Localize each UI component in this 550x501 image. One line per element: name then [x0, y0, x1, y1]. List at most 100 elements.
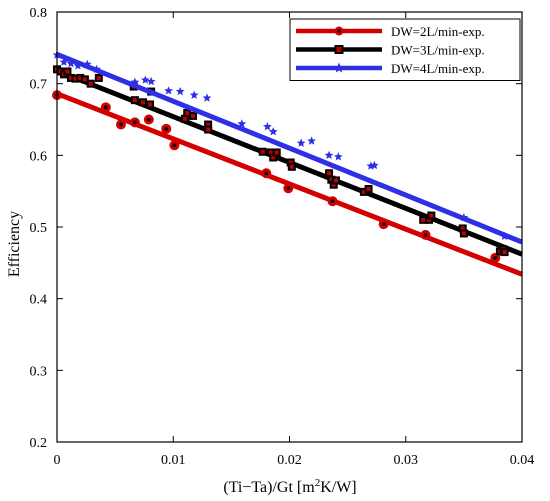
y-tick-label-6: 0.7 [30, 78, 48, 93]
series-1 [52, 90, 523, 277]
series-1-point-3-core [119, 122, 123, 127]
series-2-point-36-core [460, 226, 465, 231]
series-3-point-15 [263, 122, 272, 131]
series-3-point-10 [164, 86, 173, 95]
legend-marker-2-core [336, 47, 342, 52]
x-axis-title-superscript: 2 [315, 477, 321, 489]
series-3-point-19 [324, 150, 334, 160]
legend-marker-3 [333, 62, 345, 73]
series-2-point-18-core [191, 113, 196, 118]
series-2-point-4-core [65, 69, 70, 74]
series-2-point-12-core [132, 98, 137, 103]
series-2-point-7-core [78, 75, 83, 80]
x-axis-title-main: (Ti−Ta)/Gt [m [223, 479, 315, 496]
legend-label-2: DW=3L/min-exp. [391, 43, 485, 58]
x-tick-label-1: 0 [54, 453, 61, 468]
series-3-point-23 [459, 213, 469, 222]
series-1-point-9-core [286, 186, 291, 191]
series-3-point-6 [92, 64, 101, 74]
series-3-point-5 [82, 59, 92, 69]
x-axis-title-tail: K/W] [320, 479, 356, 496]
series-2-point-16-core [182, 116, 187, 121]
series-2-point-24-core [274, 150, 279, 155]
series-1-point-7-core [172, 143, 177, 148]
series-2-point-29-core [331, 182, 336, 187]
series-3-point-12 [189, 90, 199, 99]
y-tick-label-7: 0.8 [30, 6, 48, 21]
legend-item-3: DW=4L/min-exp. [296, 61, 485, 76]
series-3-fit-line [56, 51, 523, 245]
series-2-point-25-core [288, 160, 293, 165]
series-2-point-5-core [68, 75, 73, 80]
series-3-point-3 [66, 59, 76, 68]
series-3-point-2 [59, 57, 69, 66]
series-2-point-26-core [289, 164, 294, 169]
legend-label-3: DW=4L/min-exp. [391, 61, 485, 76]
series-2-point-31-core [361, 189, 366, 194]
y-tick-label-5: 0.6 [30, 149, 48, 164]
series-2-point-27-core [327, 171, 332, 176]
series-2-point-6-core [73, 76, 78, 81]
series-3 [52, 50, 523, 245]
series-3-point-4 [73, 61, 83, 70]
series-2-point-37-core [461, 231, 466, 236]
series-1-point-11-core [381, 222, 386, 227]
series-2-point-22-core [268, 150, 273, 155]
series-1-point-8-core [264, 171, 269, 176]
series-2-point-13-core [141, 100, 146, 105]
series-2-point-40-core [502, 250, 507, 255]
series-2-point-9-core [88, 81, 93, 86]
series-2-point-32-core [366, 187, 371, 192]
legend-label-1: DW=2L/min-exp. [391, 24, 485, 39]
series-2-point-20-core [206, 127, 211, 132]
series-1-point-4-core [132, 120, 137, 125]
series-3-point-11 [175, 86, 185, 96]
series-2-point-10-core [96, 75, 101, 80]
x-tick-label-4: 0.03 [394, 453, 419, 468]
series-1-point-12-core [423, 232, 428, 237]
series-1-point-5-core [146, 117, 151, 122]
series-1-point-6-core [164, 126, 169, 131]
series-3-point-9 [146, 76, 156, 86]
legend-item-1: DW=2L/min-exp. [296, 24, 485, 39]
series-3-point-14 [237, 119, 247, 128]
legend: DW=2L/min-exp. DW=3L/min-exp. DW=4L/min-ex… [289, 18, 521, 81]
series-3-point-18 [307, 136, 316, 145]
series-2-point-34-core [427, 217, 431, 222]
x-tick-label-5: 0.04 [510, 453, 535, 468]
series-2-point-30-core [334, 178, 338, 183]
series-2-point-33-core [421, 217, 426, 222]
series-2 [53, 65, 523, 257]
y-axis-title: Efficiency [6, 211, 23, 277]
y-tick-label-4: 0.5 [30, 221, 48, 236]
series-2-point-19-core [206, 122, 211, 127]
axis-layer: 0 0.01 0.02 0.03 0.04 0.2 0.3 0.4 0.5 0.6 0.7 0.8 [30, 6, 535, 468]
series-3-point-24 [500, 231, 509, 241]
series-3-point-16 [268, 127, 278, 136]
series-layer [52, 50, 523, 277]
x-tick-label-3: 0.02 [277, 453, 302, 468]
series-3-point-8 [140, 75, 150, 84]
y-tick-label-1: 0.2 [30, 436, 48, 451]
series-2-point-8-core [82, 77, 87, 82]
series-1-point-2-core [103, 105, 108, 110]
y-tick-label-2: 0.3 [30, 364, 48, 379]
series-3-point-20 [333, 152, 343, 161]
legend-marker-1-core [337, 29, 341, 33]
legend-item-2: DW=3L/min-exp. [296, 43, 485, 58]
x-axis-title: (Ti−Ta)/Gt [m2K/W] [223, 477, 356, 496]
series-3-point-17 [296, 138, 306, 147]
series-2-point-17-core [185, 111, 190, 116]
series-2-point-35-core [429, 213, 434, 218]
series-3-point-7 [130, 77, 140, 86]
series-3-point-13 [202, 93, 212, 102]
series-1-point-13-core [493, 255, 498, 260]
series-2-point-28-core [329, 177, 334, 182]
series-2-point-21-core [260, 149, 265, 154]
y-tick-label-3: 0.4 [30, 293, 48, 308]
series-2-point-14-core [148, 102, 152, 107]
series-2-point-23-core [271, 155, 276, 160]
series-1-point-10-core [330, 199, 335, 204]
x-tick-label-2: 0.01 [161, 453, 186, 468]
